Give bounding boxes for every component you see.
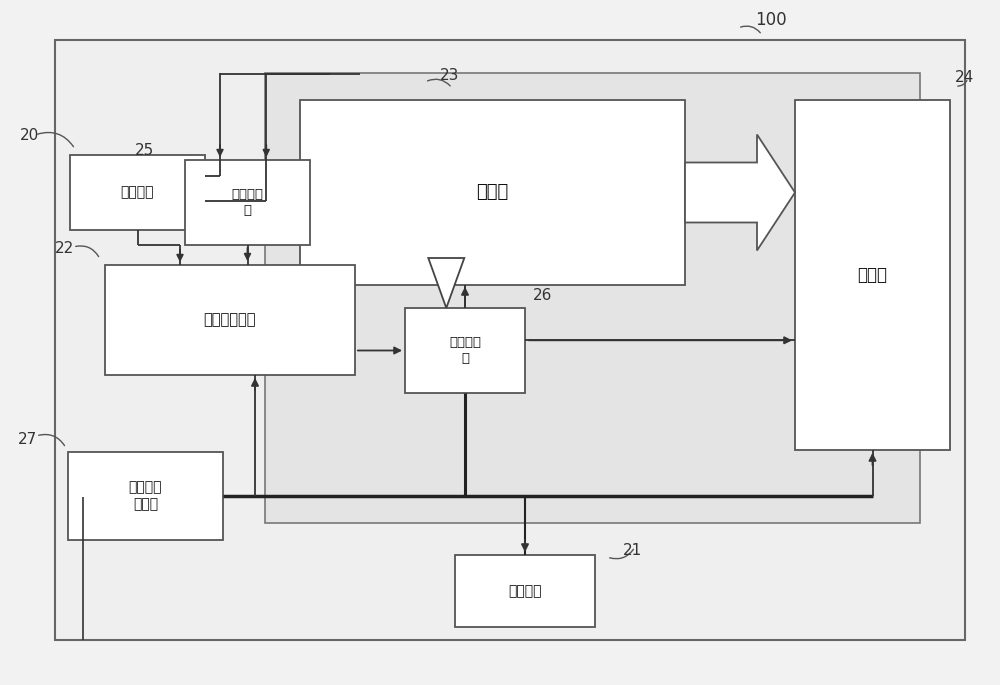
Bar: [55, 40, 965, 640]
Bar: [105, 265, 355, 375]
Text: 控制器: 控制器: [476, 184, 509, 201]
Text: 21: 21: [623, 543, 642, 558]
Bar: [68, 452, 223, 540]
Text: 25: 25: [135, 143, 154, 158]
Text: 26: 26: [533, 288, 552, 303]
Text: 存储器: 存储器: [858, 266, 888, 284]
Text: 输出端口: 输出端口: [508, 584, 542, 598]
Text: 压缩抽样模块: 压缩抽样模块: [204, 312, 256, 327]
Bar: [265, 73, 920, 523]
Bar: [185, 160, 310, 245]
Polygon shape: [428, 258, 464, 308]
Bar: [795, 100, 950, 450]
Text: 第一选择
器: 第一选择 器: [232, 188, 264, 217]
Text: 22: 22: [55, 241, 74, 256]
Text: 20: 20: [20, 128, 39, 143]
Bar: [70, 155, 205, 230]
Polygon shape: [685, 134, 795, 251]
Text: 23: 23: [440, 68, 459, 83]
Text: 100: 100: [755, 11, 787, 29]
Text: 24: 24: [955, 70, 974, 85]
Text: 时钟信号
输入端: 时钟信号 输入端: [129, 480, 162, 512]
Bar: [455, 555, 595, 627]
Bar: [300, 100, 685, 285]
Bar: [405, 308, 525, 393]
Text: 27: 27: [18, 432, 37, 447]
Text: 第二选择
器: 第二选择 器: [449, 336, 481, 365]
Text: 输入端口: 输入端口: [121, 186, 154, 199]
